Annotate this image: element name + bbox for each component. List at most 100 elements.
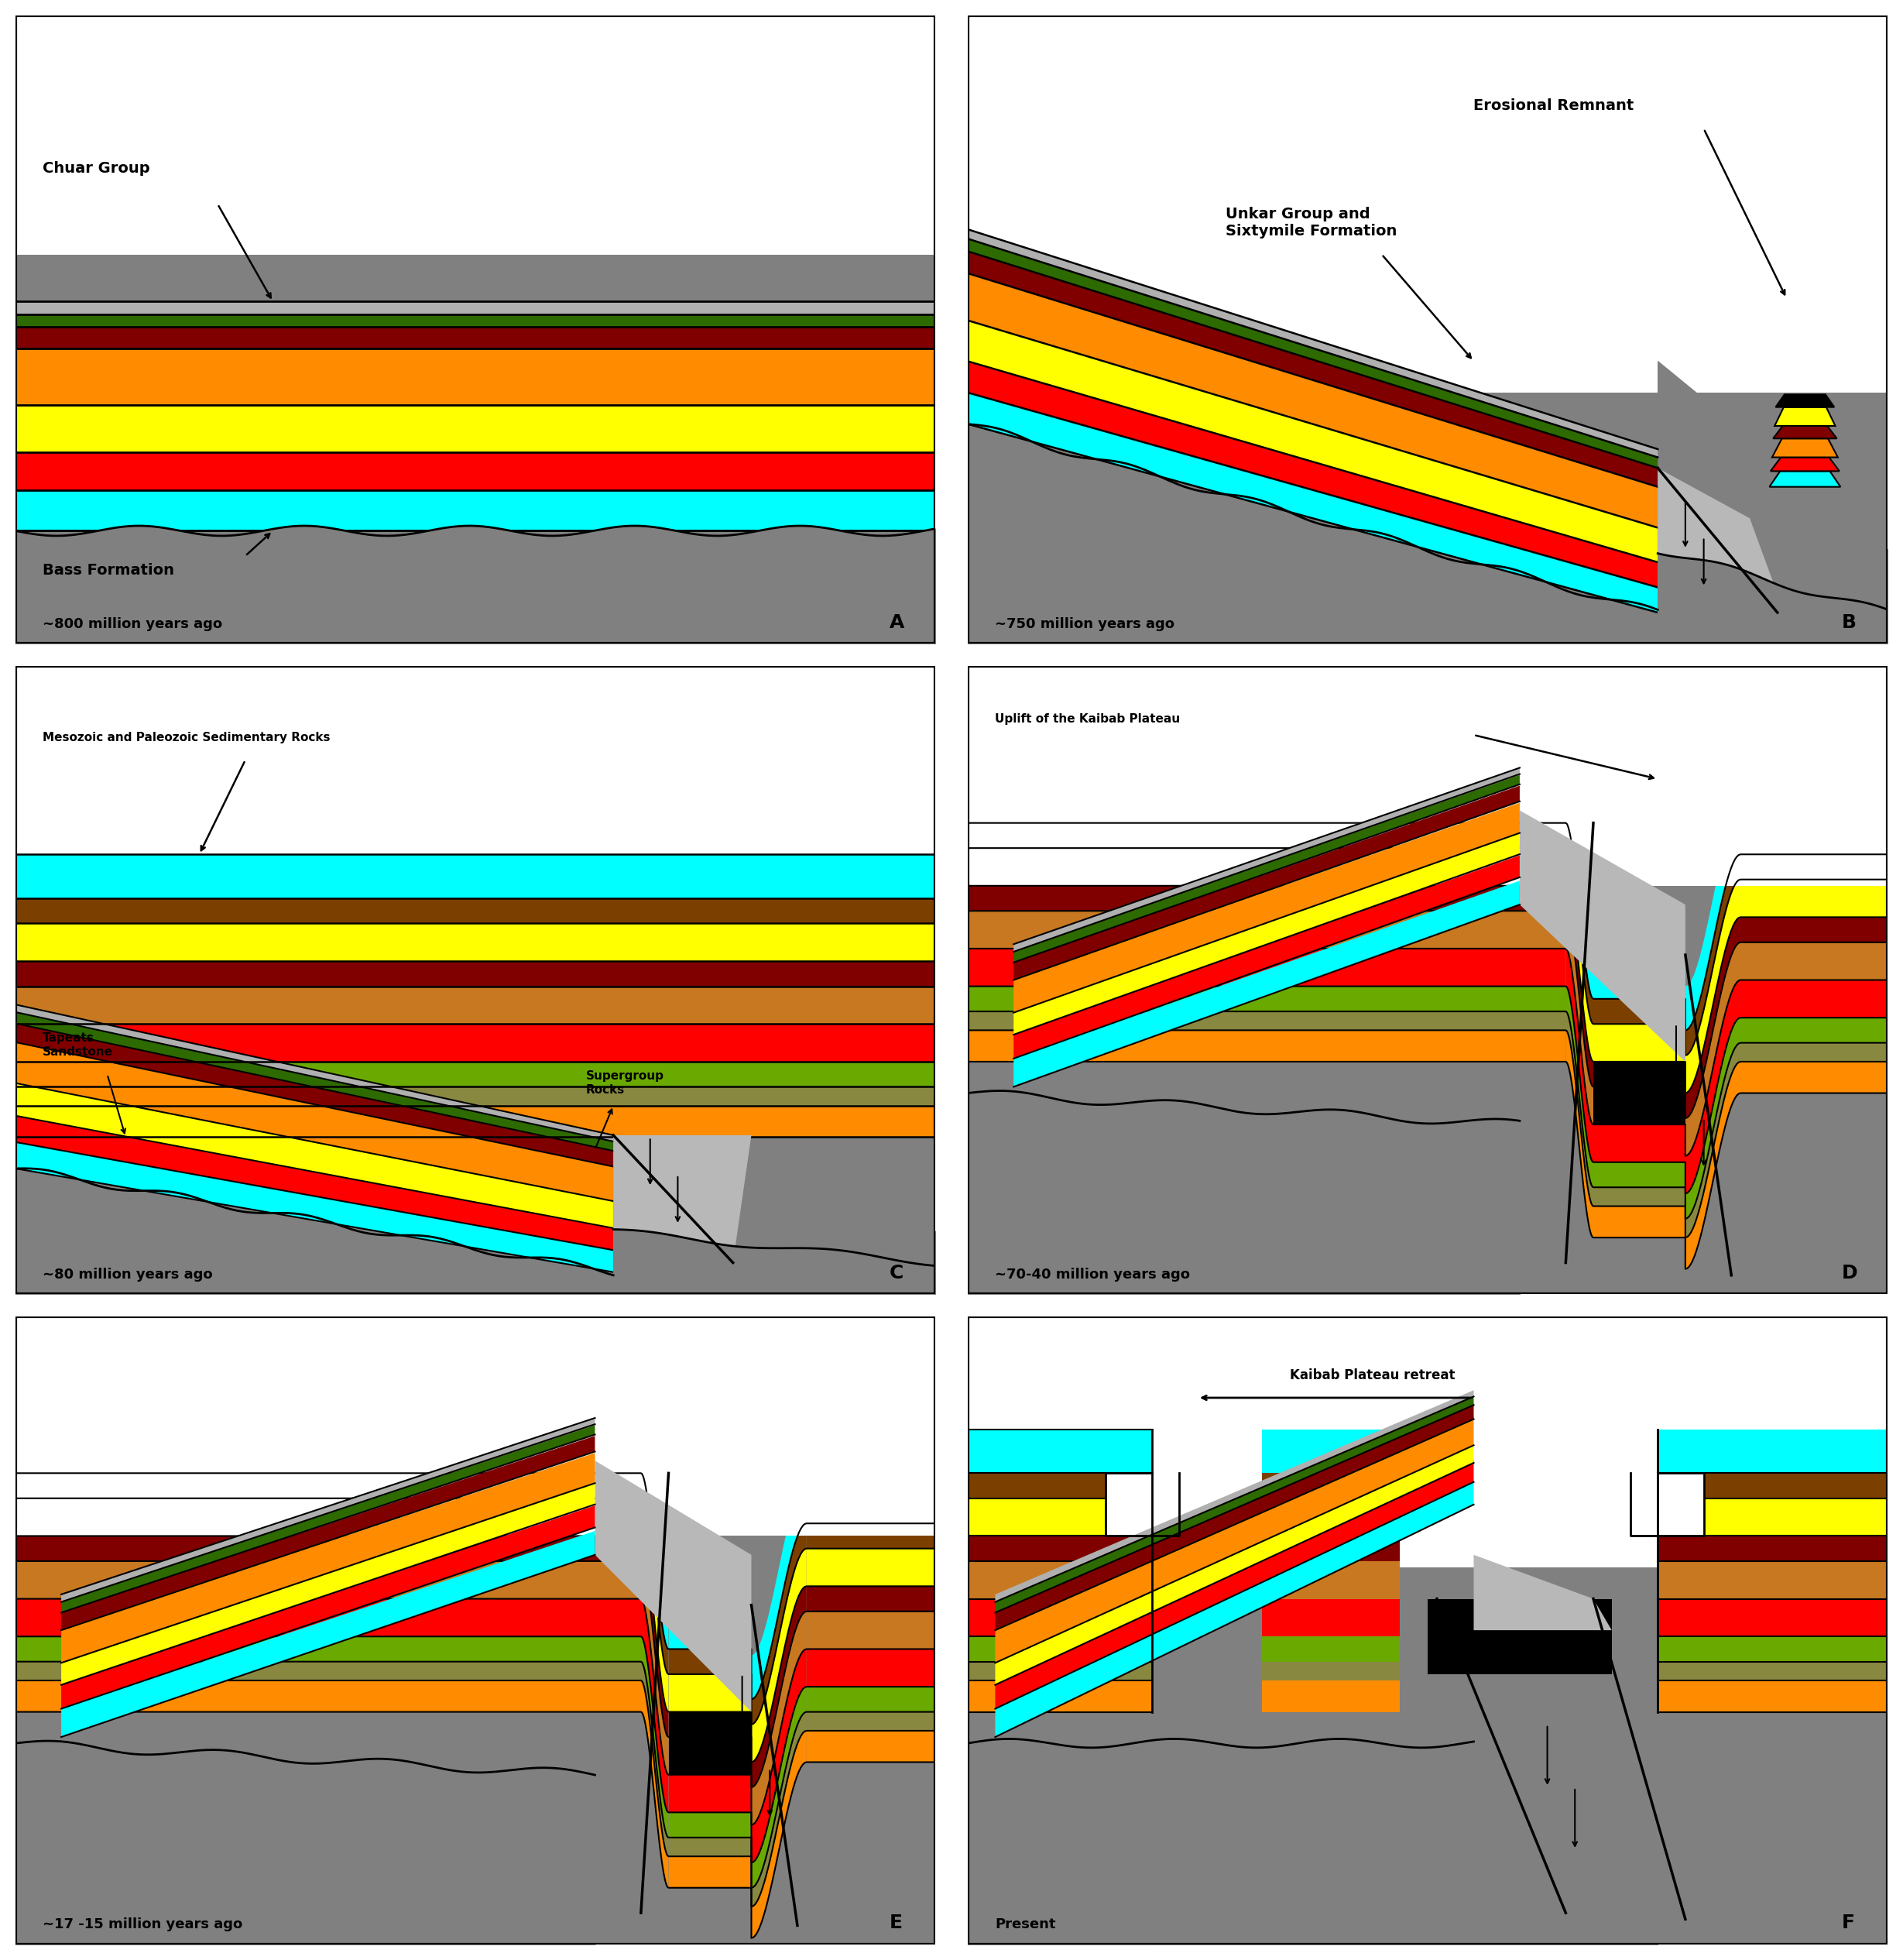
- Polygon shape: [1686, 880, 1741, 1094]
- Text: ~80 million years ago: ~80 million years ago: [44, 1268, 213, 1282]
- Polygon shape: [995, 1390, 1473, 1601]
- Bar: [668, 1674, 752, 1711]
- Bar: [1593, 1162, 1686, 1188]
- Bar: [807, 1480, 936, 1523]
- Bar: [15, 1474, 641, 1497]
- Bar: [1658, 1599, 1888, 1637]
- Polygon shape: [1658, 468, 1777, 612]
- Polygon shape: [641, 1680, 668, 1887]
- Polygon shape: [596, 1460, 752, 1711]
- Bar: [967, 1031, 1566, 1062]
- Bar: [668, 1711, 752, 1737]
- Polygon shape: [1686, 1043, 1741, 1237]
- Polygon shape: [15, 1143, 613, 1272]
- Polygon shape: [1014, 786, 1520, 980]
- Polygon shape: [1686, 917, 1741, 1119]
- Bar: [15, 349, 936, 406]
- Bar: [967, 604, 1888, 886]
- Text: Uplift of the Kaibab Plateau: Uplift of the Kaibab Plateau: [995, 713, 1180, 725]
- Text: ~70-40 million years ago: ~70-40 million years ago: [995, 1268, 1189, 1282]
- Text: ~17 -15 million years ago: ~17 -15 million years ago: [44, 1917, 244, 1933]
- Bar: [807, 1586, 936, 1611]
- Bar: [15, 1252, 936, 1537]
- Polygon shape: [1686, 855, 1741, 1054]
- Text: A: A: [889, 613, 904, 631]
- Bar: [1285, 1599, 1378, 1637]
- Bar: [1741, 880, 1888, 917]
- Text: E: E: [889, 1913, 902, 1933]
- Bar: [15, 1497, 641, 1537]
- Bar: [1658, 1637, 1888, 1662]
- Bar: [15, 1599, 641, 1637]
- Bar: [967, 1560, 1151, 1599]
- Bar: [668, 1838, 752, 1856]
- Polygon shape: [967, 392, 1658, 612]
- Polygon shape: [641, 1662, 668, 1856]
- Polygon shape: [15, 1043, 613, 1201]
- Bar: [1593, 1000, 1686, 1023]
- Text: Supergroup
Rocks: Supergroup Rocks: [586, 1070, 664, 1096]
- Polygon shape: [15, 1084, 613, 1229]
- Polygon shape: [1631, 1474, 1703, 1537]
- Polygon shape: [1566, 911, 1593, 1125]
- Bar: [15, 1537, 641, 1560]
- Polygon shape: [1520, 809, 1686, 1062]
- Polygon shape: [1014, 855, 1520, 1058]
- Text: Unkar Group and
Sixtymile Formation: Unkar Group and Sixtymile Formation: [1226, 208, 1397, 239]
- Polygon shape: [641, 1560, 668, 1774]
- Bar: [15, 1380, 936, 1537]
- Polygon shape: [641, 1537, 668, 1737]
- Bar: [967, 886, 1566, 911]
- Bar: [967, 1599, 1151, 1637]
- Bar: [15, 406, 936, 453]
- Bar: [807, 1523, 936, 1548]
- Bar: [15, 1429, 641, 1474]
- Bar: [1593, 1023, 1686, 1062]
- Polygon shape: [1566, 1011, 1593, 1205]
- Polygon shape: [967, 239, 1658, 468]
- Bar: [967, 1497, 1151, 1537]
- Polygon shape: [1686, 943, 1741, 1156]
- Polygon shape: [752, 1731, 807, 1938]
- Bar: [967, 729, 1888, 886]
- Bar: [1658, 1662, 1888, 1680]
- Bar: [1262, 1637, 1401, 1662]
- Polygon shape: [641, 1599, 668, 1813]
- Bar: [967, 1474, 1151, 1497]
- Polygon shape: [61, 1452, 596, 1662]
- Polygon shape: [752, 1548, 807, 1762]
- Bar: [15, 986, 936, 1023]
- Bar: [15, 314, 936, 327]
- Polygon shape: [995, 1480, 1473, 1737]
- Polygon shape: [1014, 768, 1520, 953]
- Bar: [15, 1662, 641, 1680]
- Polygon shape: [1686, 809, 1741, 1031]
- Polygon shape: [61, 1425, 596, 1613]
- Polygon shape: [1566, 849, 1593, 1062]
- Polygon shape: [752, 1611, 807, 1825]
- Bar: [967, 911, 1566, 949]
- Polygon shape: [967, 319, 1658, 563]
- Polygon shape: [641, 1637, 668, 1838]
- Polygon shape: [995, 1403, 1473, 1631]
- Bar: [15, 1023, 936, 1062]
- Polygon shape: [1686, 980, 1741, 1194]
- Bar: [807, 1611, 936, 1648]
- Bar: [967, 986, 1566, 1011]
- Polygon shape: [1566, 778, 1593, 1000]
- Bar: [1741, 943, 1888, 980]
- Bar: [1262, 1599, 1401, 1637]
- Polygon shape: [641, 1429, 668, 1648]
- Polygon shape: [1593, 1062, 1686, 1125]
- Text: F: F: [1842, 1913, 1855, 1933]
- Polygon shape: [1014, 804, 1520, 1013]
- Polygon shape: [1427, 1599, 1612, 1674]
- Polygon shape: [752, 1480, 807, 1699]
- Bar: [1593, 1188, 1686, 1205]
- Bar: [1658, 1429, 1888, 1474]
- Polygon shape: [61, 1417, 596, 1601]
- Bar: [15, 1560, 641, 1599]
- Text: Bass Formation: Bass Formation: [44, 563, 175, 578]
- Polygon shape: [1014, 880, 1520, 1086]
- Polygon shape: [1775, 408, 1834, 425]
